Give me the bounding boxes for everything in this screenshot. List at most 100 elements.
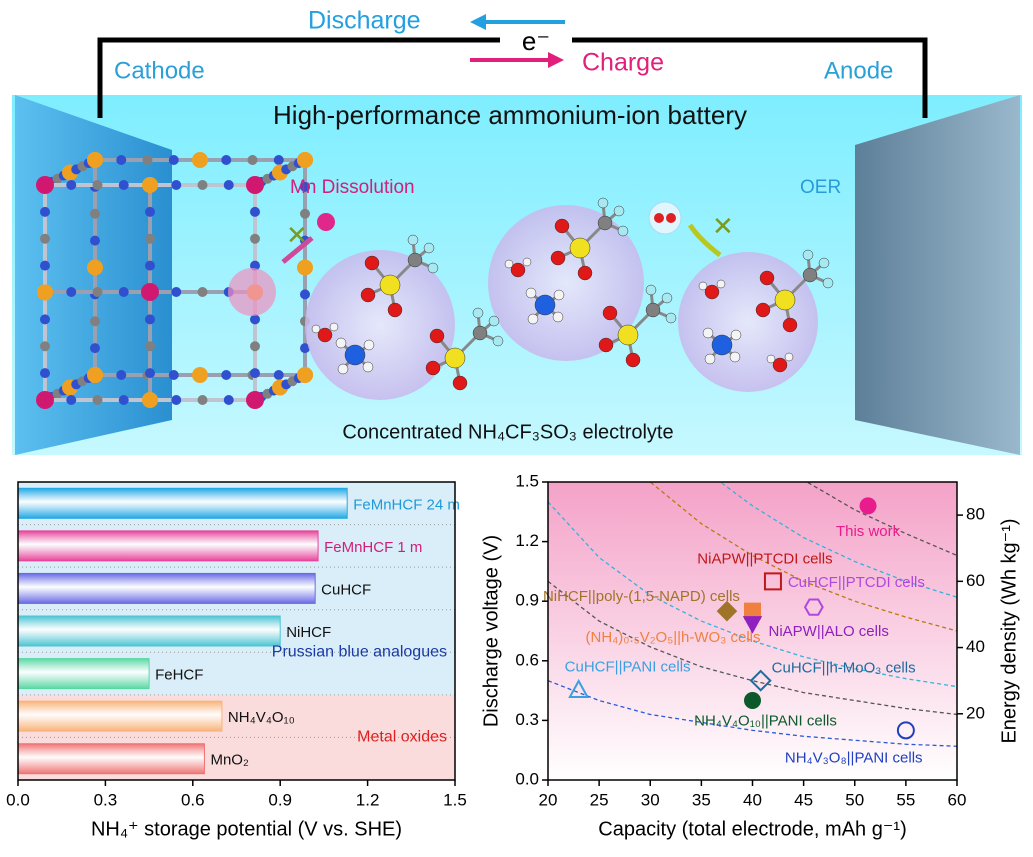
atom [602,305,618,321]
category-label: NH₄V₄O₁₀ [228,709,295,726]
lattice-atom [141,283,159,301]
oer-label: OER [800,177,841,198]
plot-frame [17,481,456,781]
mn-site [228,268,276,316]
y-tick-label: 1.5 [515,471,539,490]
lattice-atom [221,370,232,380]
atom [704,284,720,300]
lattice-atom [116,155,127,165]
bar [17,572,316,604]
lattice-atom [36,391,54,409]
anode-plate [855,95,1020,455]
solvation-sphere [678,252,818,392]
charge-label: Charge [582,49,664,77]
lattice-atom [250,233,260,244]
lattice-atom [40,314,50,325]
atom [665,312,677,324]
lattice-atom [197,287,208,297]
point-label: CuHCF||PANI cells [565,659,691,676]
atom [504,259,514,269]
lattice-atom [300,289,310,300]
iso-energy-curve [548,680,957,747]
lattice-atom [87,367,103,383]
mn-dissolution-label: Mn Dissolution [290,177,415,198]
electrolyte-label: Concentrated NH₄CF₃SO₃ electrolyte [342,421,673,443]
x-tick-label: 25 [590,790,609,809]
atom [427,262,439,274]
lattice-atom [87,152,103,168]
x-tick-label: 0.3 [94,790,118,809]
x-tick-label: 55 [896,790,915,809]
atom [444,347,466,369]
discharge-label: Discharge [308,7,421,35]
dissolution-arrow [281,236,314,264]
atom [311,324,321,334]
atom [423,242,435,254]
oer-arrow [687,223,722,257]
group-label: Prussian blue analogues [272,644,447,661]
lattice-atom [171,395,182,405]
lattice-atom [40,260,50,271]
x-tick-label: 60 [948,790,967,809]
iso-energy-curve [719,482,957,598]
atom [661,292,673,304]
y-tick-label: 1.2 [515,531,539,550]
x-tick-label: 35 [692,790,711,809]
data-point [744,692,761,710]
lattice-atom [297,259,313,276]
group-label: Metal oxides [357,729,447,746]
lattice-atom [250,206,260,217]
x-axis-label: NH₄⁺ storage potential (V vs. SHE) [91,818,402,840]
category-label: MnO₂ [210,752,249,769]
bar [17,658,150,690]
atom [617,225,629,237]
lattice-atom [37,284,53,301]
lattice-atom [247,155,258,165]
bar [17,530,319,562]
lattice-atom [118,395,129,405]
lattice-atom [36,176,54,194]
lattice-atom [116,370,127,380]
atom [552,311,564,323]
x-axis-label: Capacity (total electrode, mAh g⁻¹) [598,818,906,840]
point-label: NH₄V₃O₈||PANI cells [785,749,923,766]
blocked-mark: ✕ [712,211,734,241]
x-tick-label: 1.2 [356,790,380,809]
y2-tick-label: 60 [966,571,985,590]
circuit-wire [97,37,928,118]
y-tick-label: 0.9 [515,591,539,610]
data-point [763,572,782,591]
lattice-atom [40,341,50,352]
atom [534,294,556,316]
atom [759,270,775,286]
lattice-atom [273,155,284,165]
lattice-atom [250,341,260,352]
atom [360,287,376,303]
atom [472,325,488,341]
atom [522,257,532,267]
solvation-sphere [488,205,644,361]
iso-energy-curve [649,482,957,632]
solvation-sphere [305,250,455,400]
lattice-atom [90,208,100,219]
lattice-atom [66,395,77,405]
atom [654,213,664,223]
bar [17,743,205,775]
atom [645,302,661,318]
atom [569,237,591,259]
atom [429,328,445,344]
lattice-atom [92,180,103,190]
data-point [749,669,772,692]
lattice-atom [145,341,155,352]
atom [452,375,468,391]
lattice-atom [197,395,208,405]
atom [363,339,375,351]
atom [730,329,742,341]
y2-tick-label: 80 [966,505,985,524]
data-point [716,600,738,622]
lattice-atom [145,314,155,325]
atom [625,352,641,368]
atom [425,360,441,376]
lattice-atom [300,208,310,219]
